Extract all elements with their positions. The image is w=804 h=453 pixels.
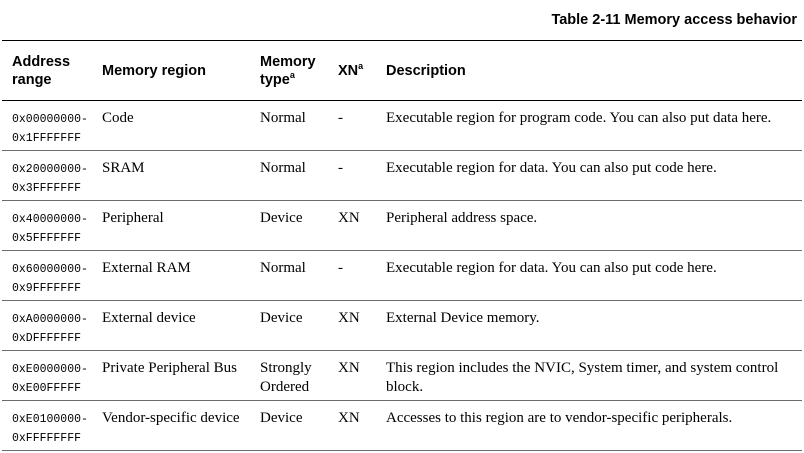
- cell-address-range: 0xE0000000- 0xE00FFFFF: [2, 351, 92, 401]
- cell-address-range: 0x60000000- 0x9FFFFFFF: [2, 251, 92, 301]
- cell-xn: -: [338, 110, 343, 126]
- cell-xn: XN: [338, 210, 360, 226]
- address-start: 0x20000000-: [12, 163, 88, 176]
- header-memory-region: Memory region: [102, 62, 206, 79]
- header-xn: XNa: [328, 41, 376, 101]
- header-address-range: Address range: [12, 53, 71, 88]
- table-row: 0x60000000- 0x9FFFFFFF External RAM Normal -…: [2, 251, 802, 301]
- cell-description: Accesses to this region are to vendor-sp…: [386, 410, 733, 426]
- cell-xn: XN: [338, 360, 360, 376]
- address-end: 0x9FFFFFFF: [12, 282, 82, 295]
- cell-xn: -: [338, 260, 343, 276]
- cell-address-range: 0x20000000- 0x3FFFFFFF: [2, 151, 92, 201]
- table-row: 0xE0100000- 0xFFFFFFFF Vendor-specific dev…: [2, 401, 802, 451]
- address-end: 0xFFFFFFFF: [12, 432, 82, 445]
- cell-address-range: 0xA0000000- 0xDFFFFFFF: [2, 301, 92, 351]
- footnote-marker: a: [358, 60, 364, 71]
- address-end: 0xDFFFFFFF: [12, 332, 82, 345]
- table-row: 0xE0000000- 0xE00FFFFF Private Peripheral …: [2, 351, 802, 401]
- cell-memory-type: Device: [260, 410, 303, 426]
- address-start: 0xA0000000-: [12, 313, 88, 326]
- address-start: 0x60000000-: [12, 263, 88, 276]
- address-start: 0x40000000-: [12, 213, 88, 226]
- memory-access-table: Address range Memory region Memory typea…: [2, 40, 802, 451]
- cell-memory-type: Normal: [260, 110, 306, 126]
- cell-memory-region: External device: [102, 310, 196, 326]
- table-row: 0x40000000- 0x5FFFFFFF Peripheral Device XN P…: [2, 201, 802, 251]
- cell-description: Peripheral address space.: [386, 210, 538, 226]
- table-row: 0x20000000- 0x3FFFFFFF SRAM Normal - Executab…: [2, 151, 802, 201]
- address-end: 0xE00FFFFF: [12, 382, 82, 395]
- cell-memory-region: Peripheral: [102, 210, 164, 226]
- cell-memory-region: External RAM: [102, 260, 191, 276]
- cell-xn: XN: [338, 310, 360, 326]
- cell-memory-region: Code: [102, 110, 134, 126]
- table-header-row: Address range Memory region Memory typea…: [2, 40, 802, 101]
- address-end: 0x3FFFFFFF: [12, 182, 82, 195]
- cell-address-range: 0x40000000- 0x5FFFFFFF: [2, 201, 92, 251]
- cell-description: This region includes the NVIC, System ti…: [386, 360, 779, 395]
- cell-address-range: 0x00000000- 0x1FFFFFFF: [2, 101, 92, 151]
- cell-memory-region: Vendor-specific device: [102, 410, 240, 426]
- cell-memory-type: Normal: [260, 260, 306, 276]
- table-caption: Table 2-11 Memory access behavior: [551, 12, 797, 28]
- cell-description: Executable region for data. You can also…: [386, 260, 717, 276]
- header-memory-type: Memory typea: [250, 41, 328, 101]
- address-start: 0xE0100000-: [12, 413, 88, 426]
- table-row: 0x00000000- 0x1FFFFFFF Code Normal - Executab…: [2, 101, 802, 151]
- cell-memory-region: Private Peripheral Bus: [102, 360, 237, 376]
- cell-description: Executable region for program code. You …: [386, 110, 772, 126]
- header-description: Description: [386, 62, 466, 79]
- address-start: 0xE0000000-: [12, 363, 88, 376]
- table-row: 0xA0000000- 0xDFFFFFFF External device Devi…: [2, 301, 802, 351]
- footnote-marker: a: [289, 69, 295, 80]
- cell-memory-type: Device: [260, 310, 303, 326]
- address-end: 0x5FFFFFFF: [12, 232, 82, 245]
- cell-memory-type: Normal: [260, 160, 306, 176]
- address-start: 0x00000000-: [12, 113, 88, 126]
- address-end: 0x1FFFFFFF: [12, 132, 82, 145]
- cell-memory-region: SRAM: [102, 160, 145, 176]
- cell-description: External Device memory.: [386, 310, 540, 326]
- cell-address-range: 0xE0100000- 0xFFFFFFFF: [2, 401, 92, 451]
- header-xn-label: XN: [338, 62, 359, 79]
- cell-description: Executable region for data. You can also…: [386, 160, 717, 176]
- cell-xn: -: [338, 160, 343, 176]
- header-memory-type-label: Memory type: [260, 53, 316, 88]
- cell-memory-type: Strongly Ordered: [260, 360, 312, 395]
- cell-xn: XN: [338, 410, 360, 426]
- cell-memory-type: Device: [260, 210, 303, 226]
